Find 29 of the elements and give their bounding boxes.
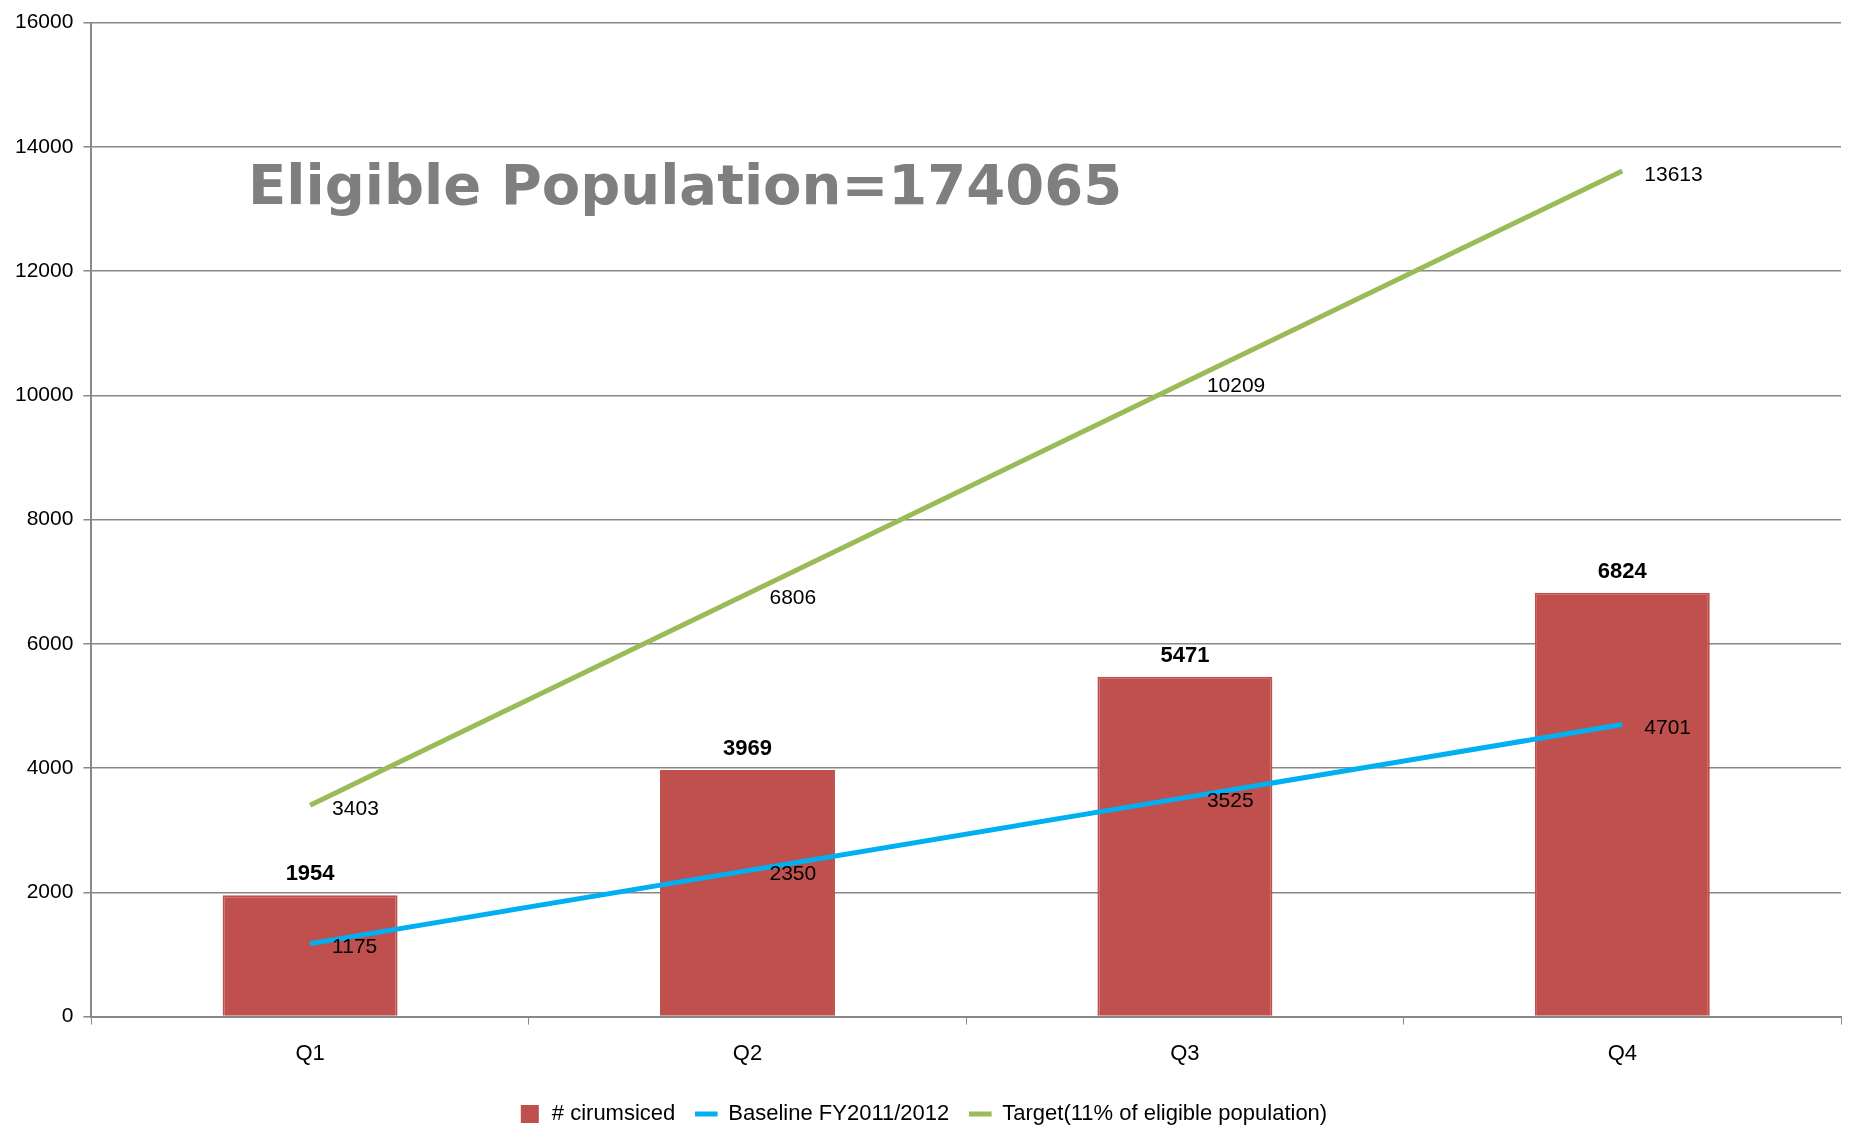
data-label: 2350 <box>769 861 817 885</box>
y-tick-label: 12000 <box>14 257 74 281</box>
data-label: 1954 <box>285 860 336 886</box>
y-tick-label: 0 <box>61 1003 74 1027</box>
x-tick-label: Q3 <box>1170 1039 1200 1065</box>
data-label: 3403 <box>332 795 379 819</box>
data-label: 3969 <box>723 735 772 761</box>
y-tick-label: 14000 <box>14 133 74 157</box>
x-tick-label: Q2 <box>732 1039 763 1065</box>
data-label: 6824 <box>1597 557 1648 583</box>
legend-label: # cirumsiced <box>551 1100 676 1126</box>
data-label: 4701 <box>1644 715 1692 739</box>
y-tick-label: 6000 <box>26 630 74 654</box>
data-label: 5471 <box>1160 641 1210 667</box>
data-label: 13613 <box>1644 161 1703 185</box>
y-tick-label: 4000 <box>26 754 74 778</box>
x-tick-label: Q4 <box>1607 1039 1637 1065</box>
data-label: 1175 <box>332 934 378 958</box>
y-tick-label: 8000 <box>26 506 74 530</box>
data-label: 3525 <box>1206 788 1254 812</box>
y-tick-label: 10000 <box>14 382 74 406</box>
y-tick-label: 2000 <box>26 879 74 903</box>
annotation: Eligible Population=174065 <box>248 152 1123 217</box>
legend-label: Target(11% of eligible population) <box>1002 1100 1328 1126</box>
y-tick-label: 16000 <box>14 9 74 33</box>
data-label: 6806 <box>769 584 817 608</box>
legend-label: Baseline FY2011/2012 <box>728 1100 950 1126</box>
data-label: 10209 <box>1206 373 1266 397</box>
x-tick-label: Q1 <box>295 1039 325 1065</box>
